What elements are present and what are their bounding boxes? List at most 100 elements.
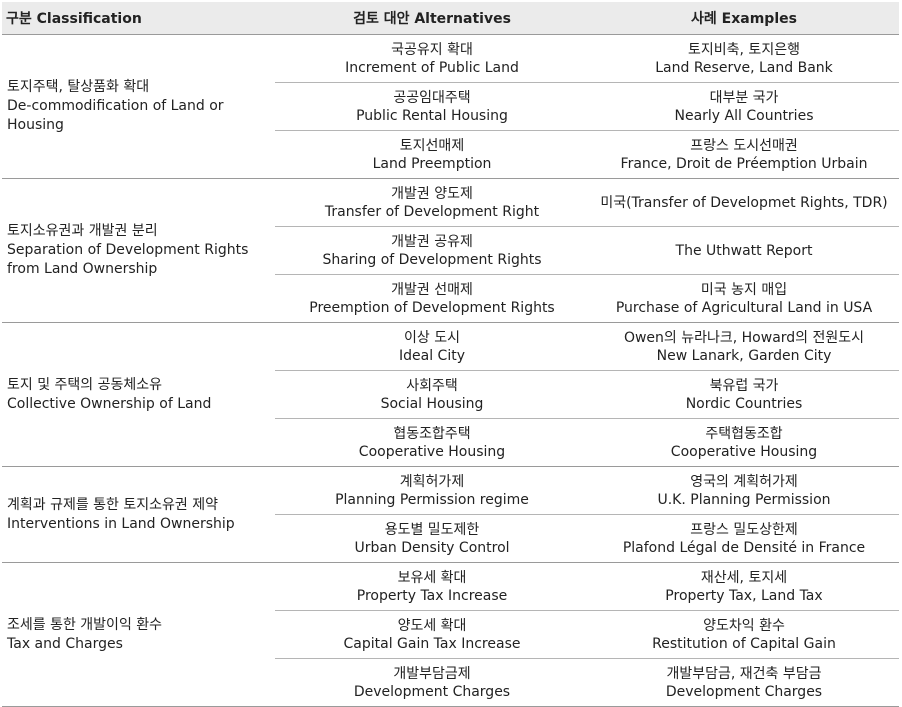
example-en: Restitution of Capital Gain [652, 635, 836, 652]
alternative-cell: 국공유지 확대 Increment of Public Land [275, 41, 589, 77]
alternative-ko: 사회주택 [406, 377, 458, 394]
table-group: 계획과 규제를 통한 토지소유권 제약 Interventions in Land… [2, 467, 899, 563]
example-cell: 북유럽 국가 Nordic Countries [589, 377, 899, 413]
table-row: 양도세 확대 Capital Gain Tax Increase 양도차익 환수 Re… [275, 611, 899, 659]
example-cell: 대부분 국가 Nearly All Countries [589, 89, 899, 125]
alternative-en: Property Tax Increase [356, 587, 508, 604]
alternative-cell: 양도세 확대 Capital Gain Tax Increase [275, 617, 589, 653]
alternative-cell: 이상 도시 Ideal City [275, 329, 589, 365]
alternative-cell: 사회주택 Social Housing [275, 377, 589, 413]
category-en: De-commodification of Land or Housing [7, 98, 224, 133]
example-cell: 영국의 계획허가제 U.K. Planning Permission [589, 473, 899, 509]
alternative-ko: 개발부담금제 [393, 665, 471, 682]
table-row: 보유세 확대 Property Tax Increase 재산세, 토지세 Prope… [275, 563, 899, 611]
example-en: Property Tax, Land Tax [665, 587, 823, 604]
table-row: 개발권 공유제 Sharing of Development Rights The … [275, 227, 899, 275]
table-row: 개발권 선매제 Preemption of Development Rights 미… [275, 275, 899, 322]
alternative-en: Transfer of Development Right [324, 203, 540, 220]
category-cell: 토지 및 주택의 공동체소유 Collective Ownership of La… [2, 323, 275, 466]
alternative-en: Preemption of Development Rights [309, 299, 555, 316]
alternative-cell: 개발권 선매제 Preemption of Development Rights [275, 281, 589, 317]
alternative-cell: 협동조합주택 Cooperative Housing [275, 425, 589, 461]
category-cell: 토지소유권과 개발권 분리 Separation of Development R… [2, 179, 275, 322]
table-group: 토지소유권과 개발권 분리 Separation of Development R… [2, 179, 899, 323]
example-cell: 재산세, 토지세 Property Tax, Land Tax [589, 569, 899, 605]
header-alternatives: 검토 대안 Alternatives [353, 11, 511, 27]
example-en: New Lanark, Garden City [656, 347, 832, 364]
alternative-en: Cooperative Housing [358, 443, 506, 460]
alternative-cell: 토지선매제 Land Preemption [275, 137, 589, 173]
table-row: 협동조합주택 Cooperative Housing 주택협동조합 Cooperati… [275, 419, 899, 466]
alternative-en: Sharing of Development Rights [322, 251, 542, 268]
alternative-en: Capital Gain Tax Increase [343, 635, 521, 652]
table-row: 용도별 밀도제한 Urban Density Control 프랑스 밀도상한제 Pl… [275, 515, 899, 562]
alternative-cell: 개발권 공유제 Sharing of Development Rights [275, 233, 589, 269]
example-en: Land Reserve, Land Bank [655, 59, 833, 76]
example-en: 미국(Transfer of Developmet Rights, TDR) [600, 194, 888, 211]
example-en: U.K. Planning Permission [657, 491, 831, 508]
category-ko: 토지소유권과 개발권 분리 [7, 223, 158, 239]
example-cell: 미국 농지 매입 Purchase of Agricultural Land in… [589, 281, 899, 317]
table-row: 토지선매제 Land Preemption 프랑스 도시선매권 France, Dro… [275, 131, 899, 178]
alternative-cell: 공공임대주택 Public Rental Housing [275, 89, 589, 125]
example-ko: 토지비축, 토지은행 [688, 41, 800, 58]
example-en: Cooperative Housing [670, 443, 818, 460]
example-ko: 양도차익 환수 [703, 617, 785, 634]
alternative-en: Social Housing [380, 395, 484, 412]
table-row: 사회주택 Social Housing 북유럽 국가 Nordic Countries [275, 371, 899, 419]
alternative-ko: 개발권 양도제 [391, 185, 473, 202]
example-ko: 재산세, 토지세 [700, 569, 788, 586]
example-cell: Owen의 뉴라나크, Howard의 전원도시 New Lanark, Gard… [589, 329, 899, 365]
alternative-en: Ideal City [399, 347, 465, 364]
table-body: 토지주택, 탈상품화 확대 De-commodification of Land … [2, 35, 899, 707]
table-row: 개발부담금제 Development Charges 개발부담금, 재건축 부담금 D… [275, 659, 899, 706]
example-en: Purchase of Agricultural Land in USA [615, 299, 873, 316]
example-ko: 대부분 국가 [709, 89, 779, 106]
alternative-cell: 개발부담금제 Development Charges [275, 665, 589, 701]
example-cell: 주택협동조합 Cooperative Housing [589, 425, 899, 461]
alternative-en: Urban Density Control [354, 539, 510, 556]
example-ko: 미국 농지 매입 [700, 281, 788, 298]
alternative-en: Public Rental Housing [356, 107, 508, 124]
category-en: Interventions in Land Ownership [7, 515, 235, 532]
category-en: Tax and Charges [7, 635, 123, 652]
category-en: Separation of Development Rights from La… [7, 242, 249, 277]
group-rows: 계획허가제 Planning Permission regime 영국의 계획허가제… [275, 467, 899, 562]
example-ko: 프랑스 밀도상한제 [690, 521, 798, 538]
group-rows: 보유세 확대 Property Tax Increase 재산세, 토지세 Prope… [275, 563, 899, 706]
table-row: 이상 도시 Ideal City Owen의 뉴라나크, Howard의 전원도시 N… [275, 323, 899, 371]
alternative-cell: 개발권 양도제 Transfer of Development Right [275, 185, 589, 221]
example-en: Development Charges [665, 683, 823, 700]
alternative-cell: 용도별 밀도제한 Urban Density Control [275, 521, 589, 557]
alternative-cell: 계획허가제 Planning Permission regime [275, 473, 589, 509]
header-classification: 구분 Classification [6, 11, 142, 27]
group-rows: 국공유지 확대 Increment of Public Land 토지비축, 토지은… [275, 35, 899, 178]
example-cell: 양도차익 환수 Restitution of Capital Gain [589, 617, 899, 653]
category-ko: 토지주택, 탈상품화 확대 [7, 79, 150, 95]
table-row: 개발권 양도제 Transfer of Development Right 미국(T… [275, 179, 899, 227]
alternative-ko: 양도세 확대 [397, 617, 467, 634]
category-cell: 조세를 통한 개발이익 환수 Tax and Charges [2, 563, 275, 706]
category-ko: 계획과 규제를 통한 토지소유권 제약 [7, 496, 218, 513]
alternative-ko: 계획허가제 [399, 473, 465, 490]
example-en: Nordic Countries [685, 395, 803, 412]
alternative-ko: 개발권 선매제 [391, 281, 473, 298]
table-group: 토지주택, 탈상품화 확대 De-commodification of Land … [2, 35, 899, 179]
alternative-ko: 협동조합주택 [393, 425, 471, 442]
alternative-en: Development Charges [353, 683, 511, 700]
alternative-cell: 보유세 확대 Property Tax Increase [275, 569, 589, 605]
example-cell: The Uthwatt Report [589, 242, 899, 260]
category-ko: 조세를 통한 개발이익 환수 [7, 616, 163, 633]
alternative-ko: 용도별 밀도제한 [384, 521, 480, 538]
alternative-ko: 보유세 확대 [397, 569, 467, 586]
header-examples: 사례 Examples [691, 11, 797, 27]
table-row: 계획허가제 Planning Permission regime 영국의 계획허가제… [275, 467, 899, 515]
example-ko: 영국의 계획허가제 [690, 473, 798, 490]
category-cell: 토지주택, 탈상품화 확대 De-commodification of Land … [2, 35, 275, 178]
example-ko: 프랑스 도시선매권 [690, 137, 798, 154]
example-ko: Owen의 뉴라나크, Howard의 전원도시 [623, 329, 865, 346]
example-en: France, Droit de Préemption Urbain [620, 155, 868, 172]
category-ko: 토지 및 주택의 공동체소유 [7, 376, 163, 393]
table-header: 구분 Classification 검토 대안 Alternatives 사례 … [2, 2, 899, 35]
